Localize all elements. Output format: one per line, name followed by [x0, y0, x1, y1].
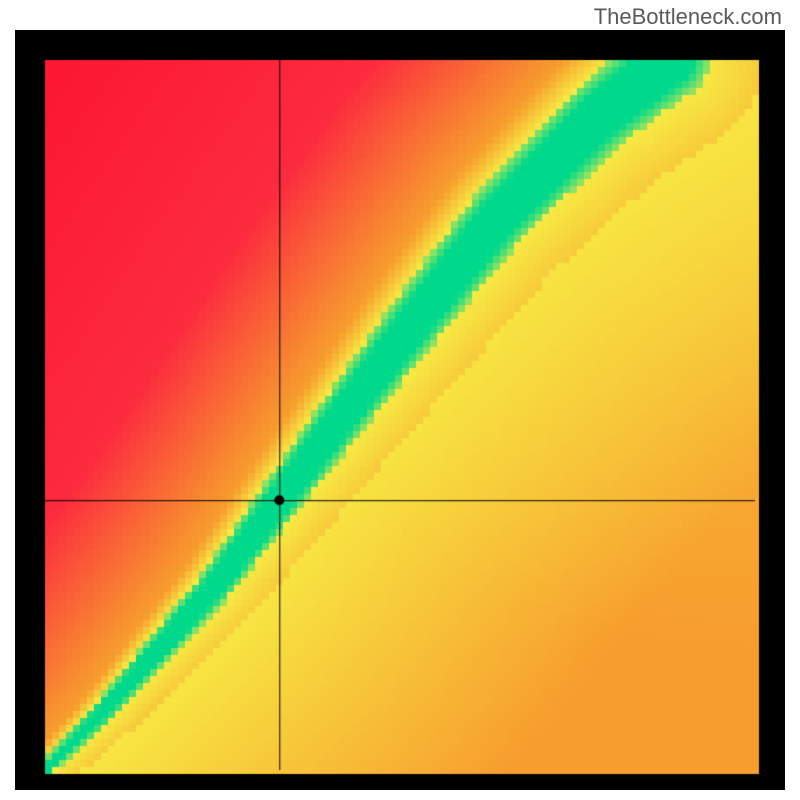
bottleneck-heatmap — [15, 30, 785, 790]
watermark-text: TheBottleneck.com — [594, 4, 782, 30]
chart-container: TheBottleneck.com — [0, 0, 800, 800]
